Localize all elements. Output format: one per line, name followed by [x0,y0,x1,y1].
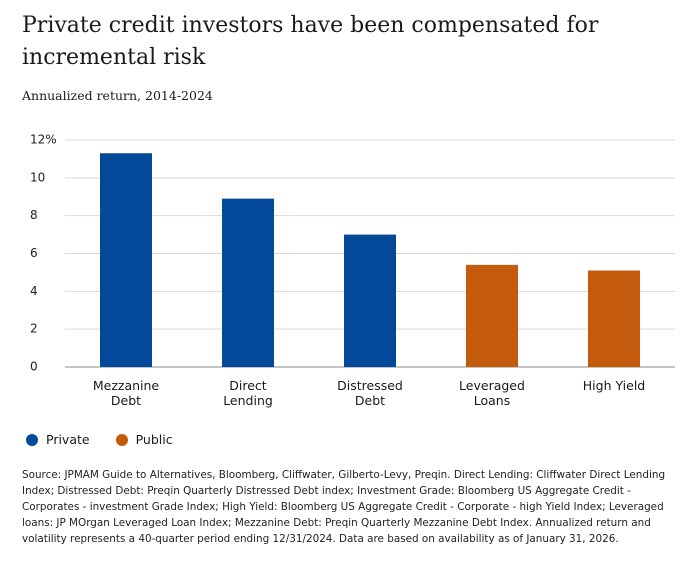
x-tick-label: High Yield [582,378,646,393]
y-tick-label: 6 [30,246,38,260]
y-tick-label: 10 [30,170,45,184]
x-tick-label: Direct Lending [223,378,273,408]
legend-swatch [26,433,38,446]
y-tick-label: 8 [30,208,38,222]
y-tick-label: 0 [30,360,38,374]
legend-label: Public [135,432,173,447]
chart-title: Private credit investors have been compe… [22,13,599,70]
legend-item: Private [26,432,90,447]
bar [100,153,152,367]
legend-swatch [115,433,128,446]
bar [344,234,396,367]
y-tick-label: 2 [30,322,38,336]
bar [466,264,518,367]
bar [222,198,274,367]
chart-subtitle: Annualized return, 2014-2024 [22,88,213,103]
legend-item: Public [115,432,173,447]
legend: Private Public [26,432,173,447]
y-tick-label: 12% [30,133,57,147]
source-note: Source: JPMAM Guide to Alternatives, Blo… [22,469,666,545]
legend-label: Private [46,432,90,447]
x-tick-label: Mezzanine Debt [92,378,160,408]
bar [588,270,640,367]
x-tick-label: Distressed Debt [337,378,403,408]
x-tick-label: Leveraged Loans [459,378,525,408]
y-tick-label: 4 [30,284,38,298]
